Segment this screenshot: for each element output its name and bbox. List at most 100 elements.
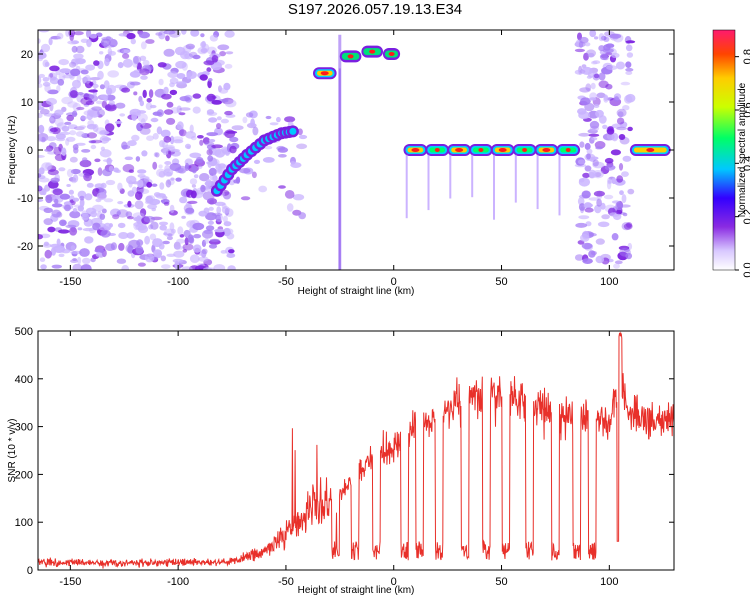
noise-speckle <box>38 76 42 84</box>
noise-speckle <box>609 33 622 39</box>
noise-speckle <box>176 105 182 114</box>
noise-speckle <box>139 55 147 61</box>
snr-y-tick-label: 0 <box>27 565 33 577</box>
noise-speckle <box>137 262 146 267</box>
noise-speckle <box>47 226 56 233</box>
noise-speckle <box>80 264 92 270</box>
noise-speckle <box>206 93 216 102</box>
noise-speckle <box>54 117 64 127</box>
noise-speckle <box>197 46 208 55</box>
tone-segment-core <box>522 148 528 152</box>
noise-speckle <box>72 79 81 89</box>
noise-speckle <box>606 128 615 135</box>
noise-speckle <box>581 242 593 250</box>
noise-speckle <box>140 75 148 80</box>
noise-speckle <box>46 136 57 142</box>
noise-speckle <box>149 104 157 109</box>
noise-speckle <box>65 138 70 146</box>
noise-speckle <box>102 159 113 163</box>
noise-speckle <box>610 149 622 156</box>
noise-speckle <box>595 238 605 245</box>
noise-speckle <box>206 148 213 156</box>
noise-speckle <box>611 233 619 241</box>
noise-speckle <box>164 161 172 165</box>
noise-speckle <box>58 167 66 172</box>
noise-speckle <box>170 177 175 181</box>
noise-speckle <box>45 195 53 204</box>
noise-speckle <box>584 207 594 213</box>
noise-speckle <box>86 123 97 130</box>
noise-speckle <box>626 52 634 58</box>
noise-speckle <box>190 190 197 199</box>
noise-speckle <box>118 33 128 37</box>
colorbar-tick-label: 0.8 <box>742 49 750 64</box>
noise-speckle <box>66 184 71 187</box>
noise-speckle <box>99 213 106 220</box>
noise-speckle <box>142 59 150 66</box>
streak-halo <box>204 142 215 146</box>
noise-speckle <box>38 112 43 119</box>
spectro-y-axis-label: Frequency (Hz) <box>7 116 18 185</box>
noise-speckle <box>133 222 144 227</box>
noise-speckle <box>179 107 191 111</box>
noise-speckle <box>48 37 53 46</box>
noise-speckle <box>54 198 59 204</box>
noise-speckle <box>94 158 101 163</box>
noise-speckle <box>107 84 117 94</box>
noise-speckle <box>595 146 603 150</box>
noise-speckle <box>163 168 174 177</box>
spectro-y-tick-label: 20 <box>21 49 33 61</box>
noise-speckle <box>189 178 198 185</box>
noise-speckle <box>49 127 58 133</box>
noise-speckle <box>44 148 53 152</box>
noise-speckle <box>192 93 202 99</box>
tone-segment-core <box>498 148 507 152</box>
noise-speckle <box>72 102 81 112</box>
noise-speckle <box>100 182 107 189</box>
noise-speckle <box>217 44 230 51</box>
noise-speckle <box>606 65 618 71</box>
noise-speckle <box>69 227 78 236</box>
arc-core <box>388 52 395 56</box>
streak-halo <box>298 134 308 140</box>
spectro-x-axis-label: Height of straight line (km) <box>298 286 415 297</box>
noise-speckle <box>140 118 146 126</box>
noise-speckle <box>579 141 585 148</box>
noise-speckle <box>119 113 126 117</box>
noise-speckle <box>133 91 138 96</box>
noise-speckle <box>159 224 167 231</box>
noise-speckle <box>162 240 170 245</box>
noise-speckle <box>614 260 623 265</box>
noise-speckle <box>592 159 599 167</box>
noise-speckle <box>146 135 154 141</box>
noise-speckle <box>625 67 634 72</box>
noise-speckle <box>223 221 232 227</box>
noise-speckle <box>211 55 219 63</box>
noise-speckle <box>117 222 126 229</box>
noise-speckle <box>215 214 221 222</box>
noise-speckle <box>68 189 74 195</box>
noise-speckle <box>76 106 85 111</box>
noise-speckle <box>593 190 606 197</box>
noise-speckle <box>79 125 87 129</box>
noise-speckle <box>89 33 98 39</box>
noise-speckle <box>142 89 147 99</box>
noise-speckle <box>90 139 103 144</box>
noise-speckle <box>599 53 609 61</box>
noise-speckle <box>66 136 76 142</box>
noise-speckle <box>581 66 593 75</box>
noise-speckle <box>49 65 60 72</box>
noise-speckle <box>214 228 225 233</box>
noise-speckle <box>92 222 101 231</box>
noise-speckle <box>146 181 153 188</box>
noise-speckle <box>80 97 93 106</box>
noise-speckle <box>197 165 203 169</box>
noise-speckle <box>193 234 202 239</box>
noise-speckle <box>201 248 208 255</box>
tone-segment-core <box>320 71 329 76</box>
streak-halo <box>262 157 275 163</box>
noise-speckle <box>73 204 82 208</box>
noise-speckle <box>598 72 606 81</box>
noise-speckle <box>600 202 606 210</box>
noise-speckle <box>575 222 588 228</box>
